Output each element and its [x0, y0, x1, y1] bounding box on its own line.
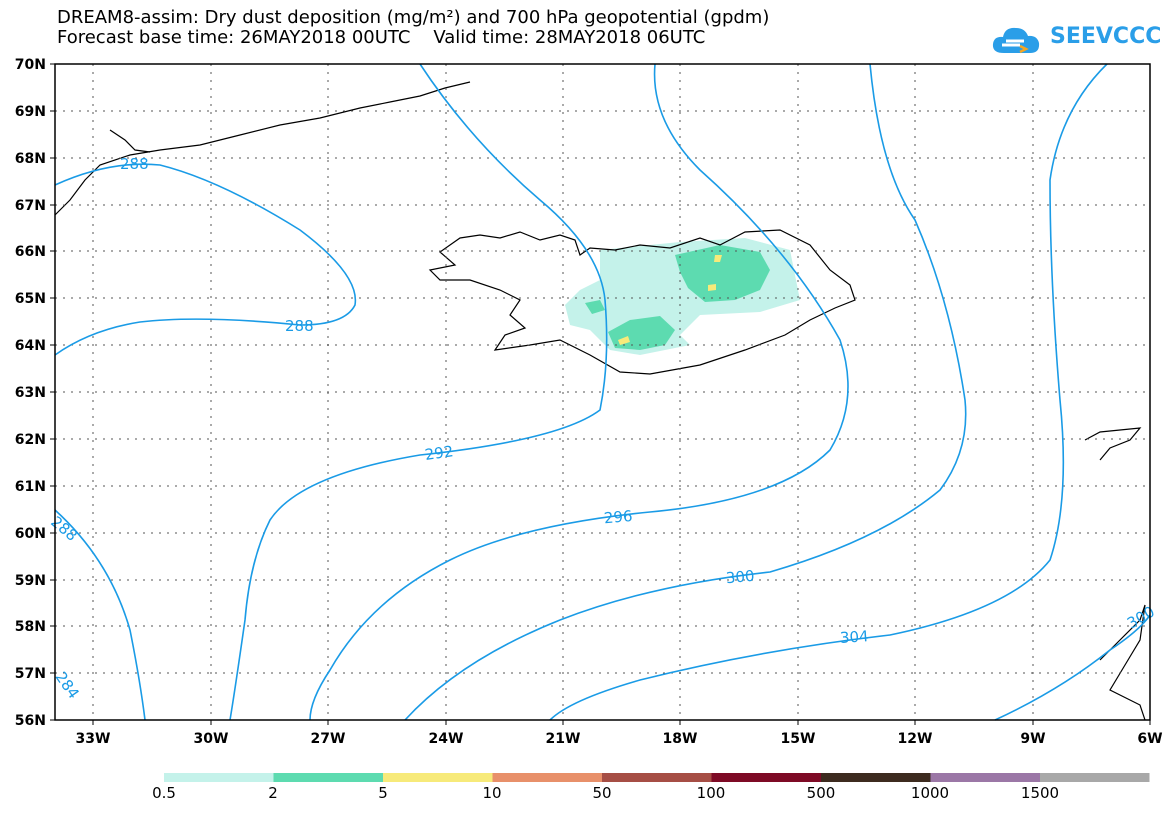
cloud-logo-icon: [992, 27, 1040, 54]
lon-label: 24W: [429, 731, 464, 747]
lat-label: 62N: [15, 432, 46, 448]
lat-label: 69N: [15, 104, 46, 120]
lat-label: 58N: [15, 619, 46, 635]
lat-label: 64N: [15, 338, 46, 354]
lat-label: 66N: [15, 244, 46, 260]
lat-label: 60N: [15, 526, 46, 542]
map-title: DREAM8-assim: Dry dust deposition (mg/m²…: [57, 7, 770, 28]
lat-label: 61N: [15, 479, 46, 495]
lon-label: 9W: [1020, 731, 1045, 747]
contour-label: 300: [725, 567, 755, 587]
lat-label: 67N: [15, 198, 46, 214]
lat-label: 56N: [15, 713, 46, 729]
lat-label: 68N: [15, 151, 46, 167]
lat-label: 59N: [15, 573, 46, 589]
lat-label: 65N: [15, 291, 46, 307]
coastline: [54, 81, 1146, 721]
contour-labels: 288 288 288 292 296 300 304 284 300: [47, 155, 1157, 702]
latitude-labels: 70N 69N 68N 67N 66N 65N 64N 63N 62N 61N …: [15, 57, 46, 729]
logo-text: SEEVCCC: [1050, 24, 1162, 49]
lat-label: 63N: [15, 385, 46, 401]
lat-label: 57N: [15, 666, 46, 682]
map-subtitle: Forecast base time: 26MAY2018 00UTC Vali…: [57, 27, 706, 48]
contour-label: 288: [285, 317, 314, 335]
lat-label: 70N: [15, 57, 46, 73]
axis-ticks: [50, 63, 1151, 725]
contour-label: 292: [424, 442, 455, 464]
contour-label: 300: [1124, 603, 1158, 633]
contour-label: 304: [839, 627, 869, 647]
dust-deposition-field: [565, 238, 800, 355]
lon-label: 6W: [1137, 731, 1162, 747]
lon-label: 12W: [898, 731, 933, 747]
lon-label: 30W: [194, 731, 229, 747]
lon-label: 33W: [76, 731, 111, 747]
graticule: [55, 64, 1150, 720]
contour-label: 296: [603, 507, 633, 527]
lon-label: 27W: [311, 731, 346, 747]
contour-label: 288: [47, 513, 81, 545]
lon-label: 18W: [663, 731, 698, 747]
longitude-labels: 33W 30W 27W 24W 21W 18W 15W 12W 9W 6W: [76, 731, 1163, 747]
geopotential-contours: [54, 63, 1151, 721]
lon-label: 21W: [546, 731, 581, 747]
contour-label: 288: [120, 155, 149, 173]
lon-label: 15W: [781, 731, 816, 747]
